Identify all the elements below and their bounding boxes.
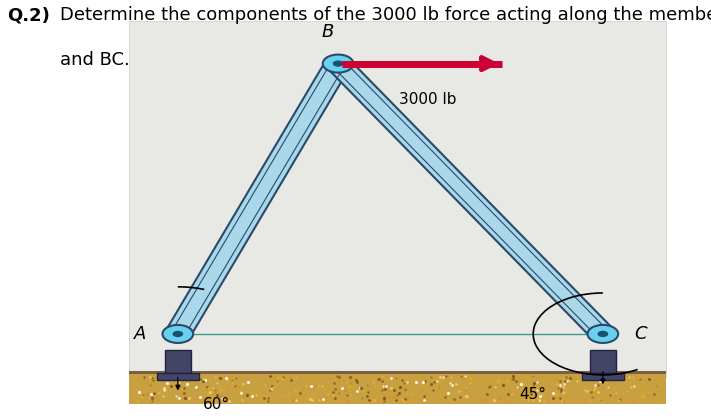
Circle shape: [163, 325, 193, 343]
Bar: [129, 20, 665, 377]
Text: 3000 lb: 3000 lb: [400, 92, 457, 107]
Circle shape: [323, 55, 353, 73]
Text: and BC.: and BC.: [60, 51, 130, 69]
Circle shape: [587, 325, 618, 343]
Text: A: A: [134, 325, 146, 343]
Bar: [156, 373, 199, 380]
Bar: [582, 373, 624, 380]
Text: 45°: 45°: [520, 387, 547, 402]
Text: B: B: [321, 23, 334, 41]
Polygon shape: [326, 60, 614, 338]
Bar: [129, 371, 665, 374]
Bar: [164, 350, 191, 373]
Circle shape: [333, 61, 343, 67]
Polygon shape: [166, 61, 351, 336]
Bar: [589, 350, 616, 373]
Circle shape: [173, 331, 183, 337]
Bar: [129, 371, 665, 404]
Text: C: C: [634, 325, 647, 343]
Text: 60°: 60°: [203, 398, 230, 413]
Text: Determine the components of the 3000 lb force acting along the members BA: Determine the components of the 3000 lb …: [60, 6, 711, 24]
Circle shape: [597, 331, 608, 337]
Text: Q.2): Q.2): [7, 6, 50, 24]
